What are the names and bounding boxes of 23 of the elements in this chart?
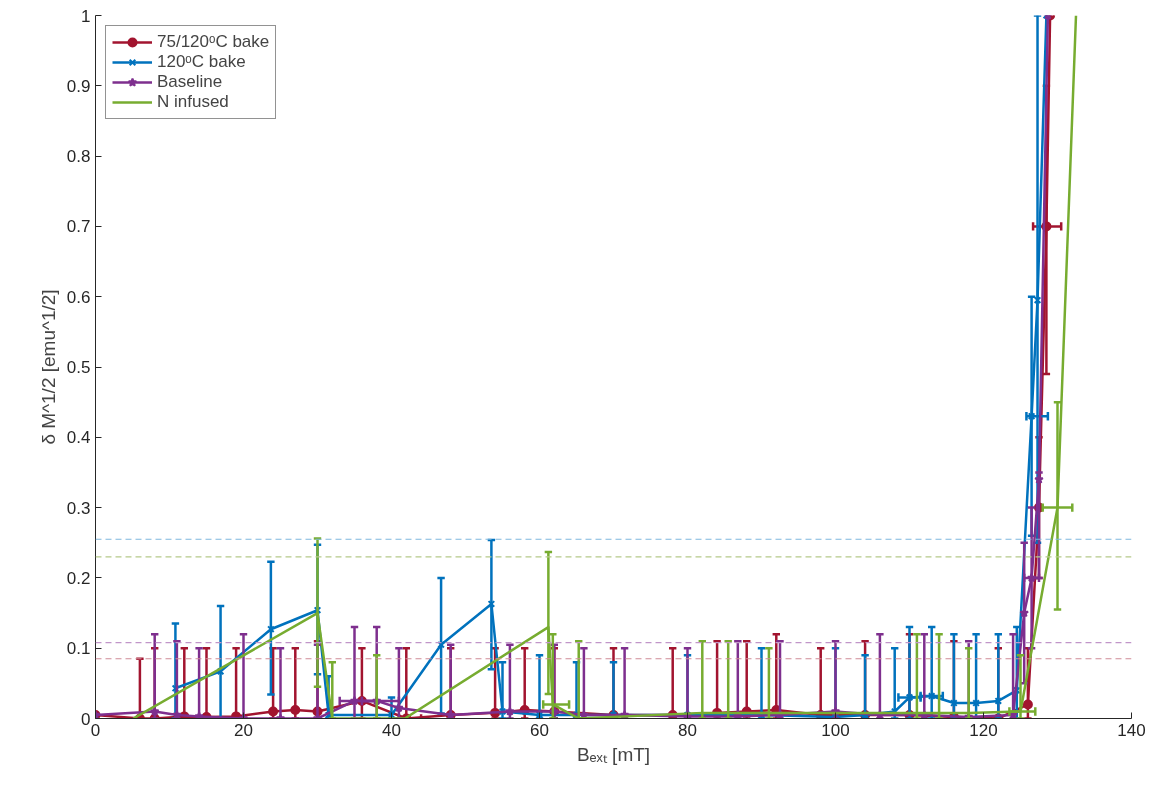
legend-label: 120ᵒC bake <box>157 52 246 72</box>
y-tick-label: 0.6 <box>66 287 91 307</box>
y-axis-title: δ M^1/2 [emu^1/2] <box>37 289 59 445</box>
legend-label: N infused <box>157 92 229 112</box>
y-tick-label: 1 <box>81 6 91 26</box>
legend-label: 75/120ᵒC bake <box>157 32 270 52</box>
x-tick-label: 100 <box>821 720 850 740</box>
x-tick-label: 60 <box>530 720 549 740</box>
y-tick-label: 0.5 <box>66 358 91 377</box>
x-tick-label: 80 <box>678 720 697 740</box>
y-tick-label: 0.7 <box>66 217 91 237</box>
x-tick-label: 120 <box>969 720 998 740</box>
y-tick-label: 0.9 <box>66 76 91 96</box>
y-tick-label: 0.4 <box>66 428 91 448</box>
y-tick-label: 0.1 <box>66 639 91 659</box>
y-tick-label: 0.3 <box>66 498 91 518</box>
x-tick-label: 140 <box>1117 720 1146 740</box>
x-axis-title: Bₑₓₜ [mT] <box>576 743 651 765</box>
x-tick-label: 40 <box>382 720 401 740</box>
y-tick-label: 0.2 <box>66 568 91 588</box>
y-tick-label: 0.8 <box>66 147 91 167</box>
x-tick-label: 20 <box>234 720 253 740</box>
legend-label: Baseline <box>157 72 223 92</box>
